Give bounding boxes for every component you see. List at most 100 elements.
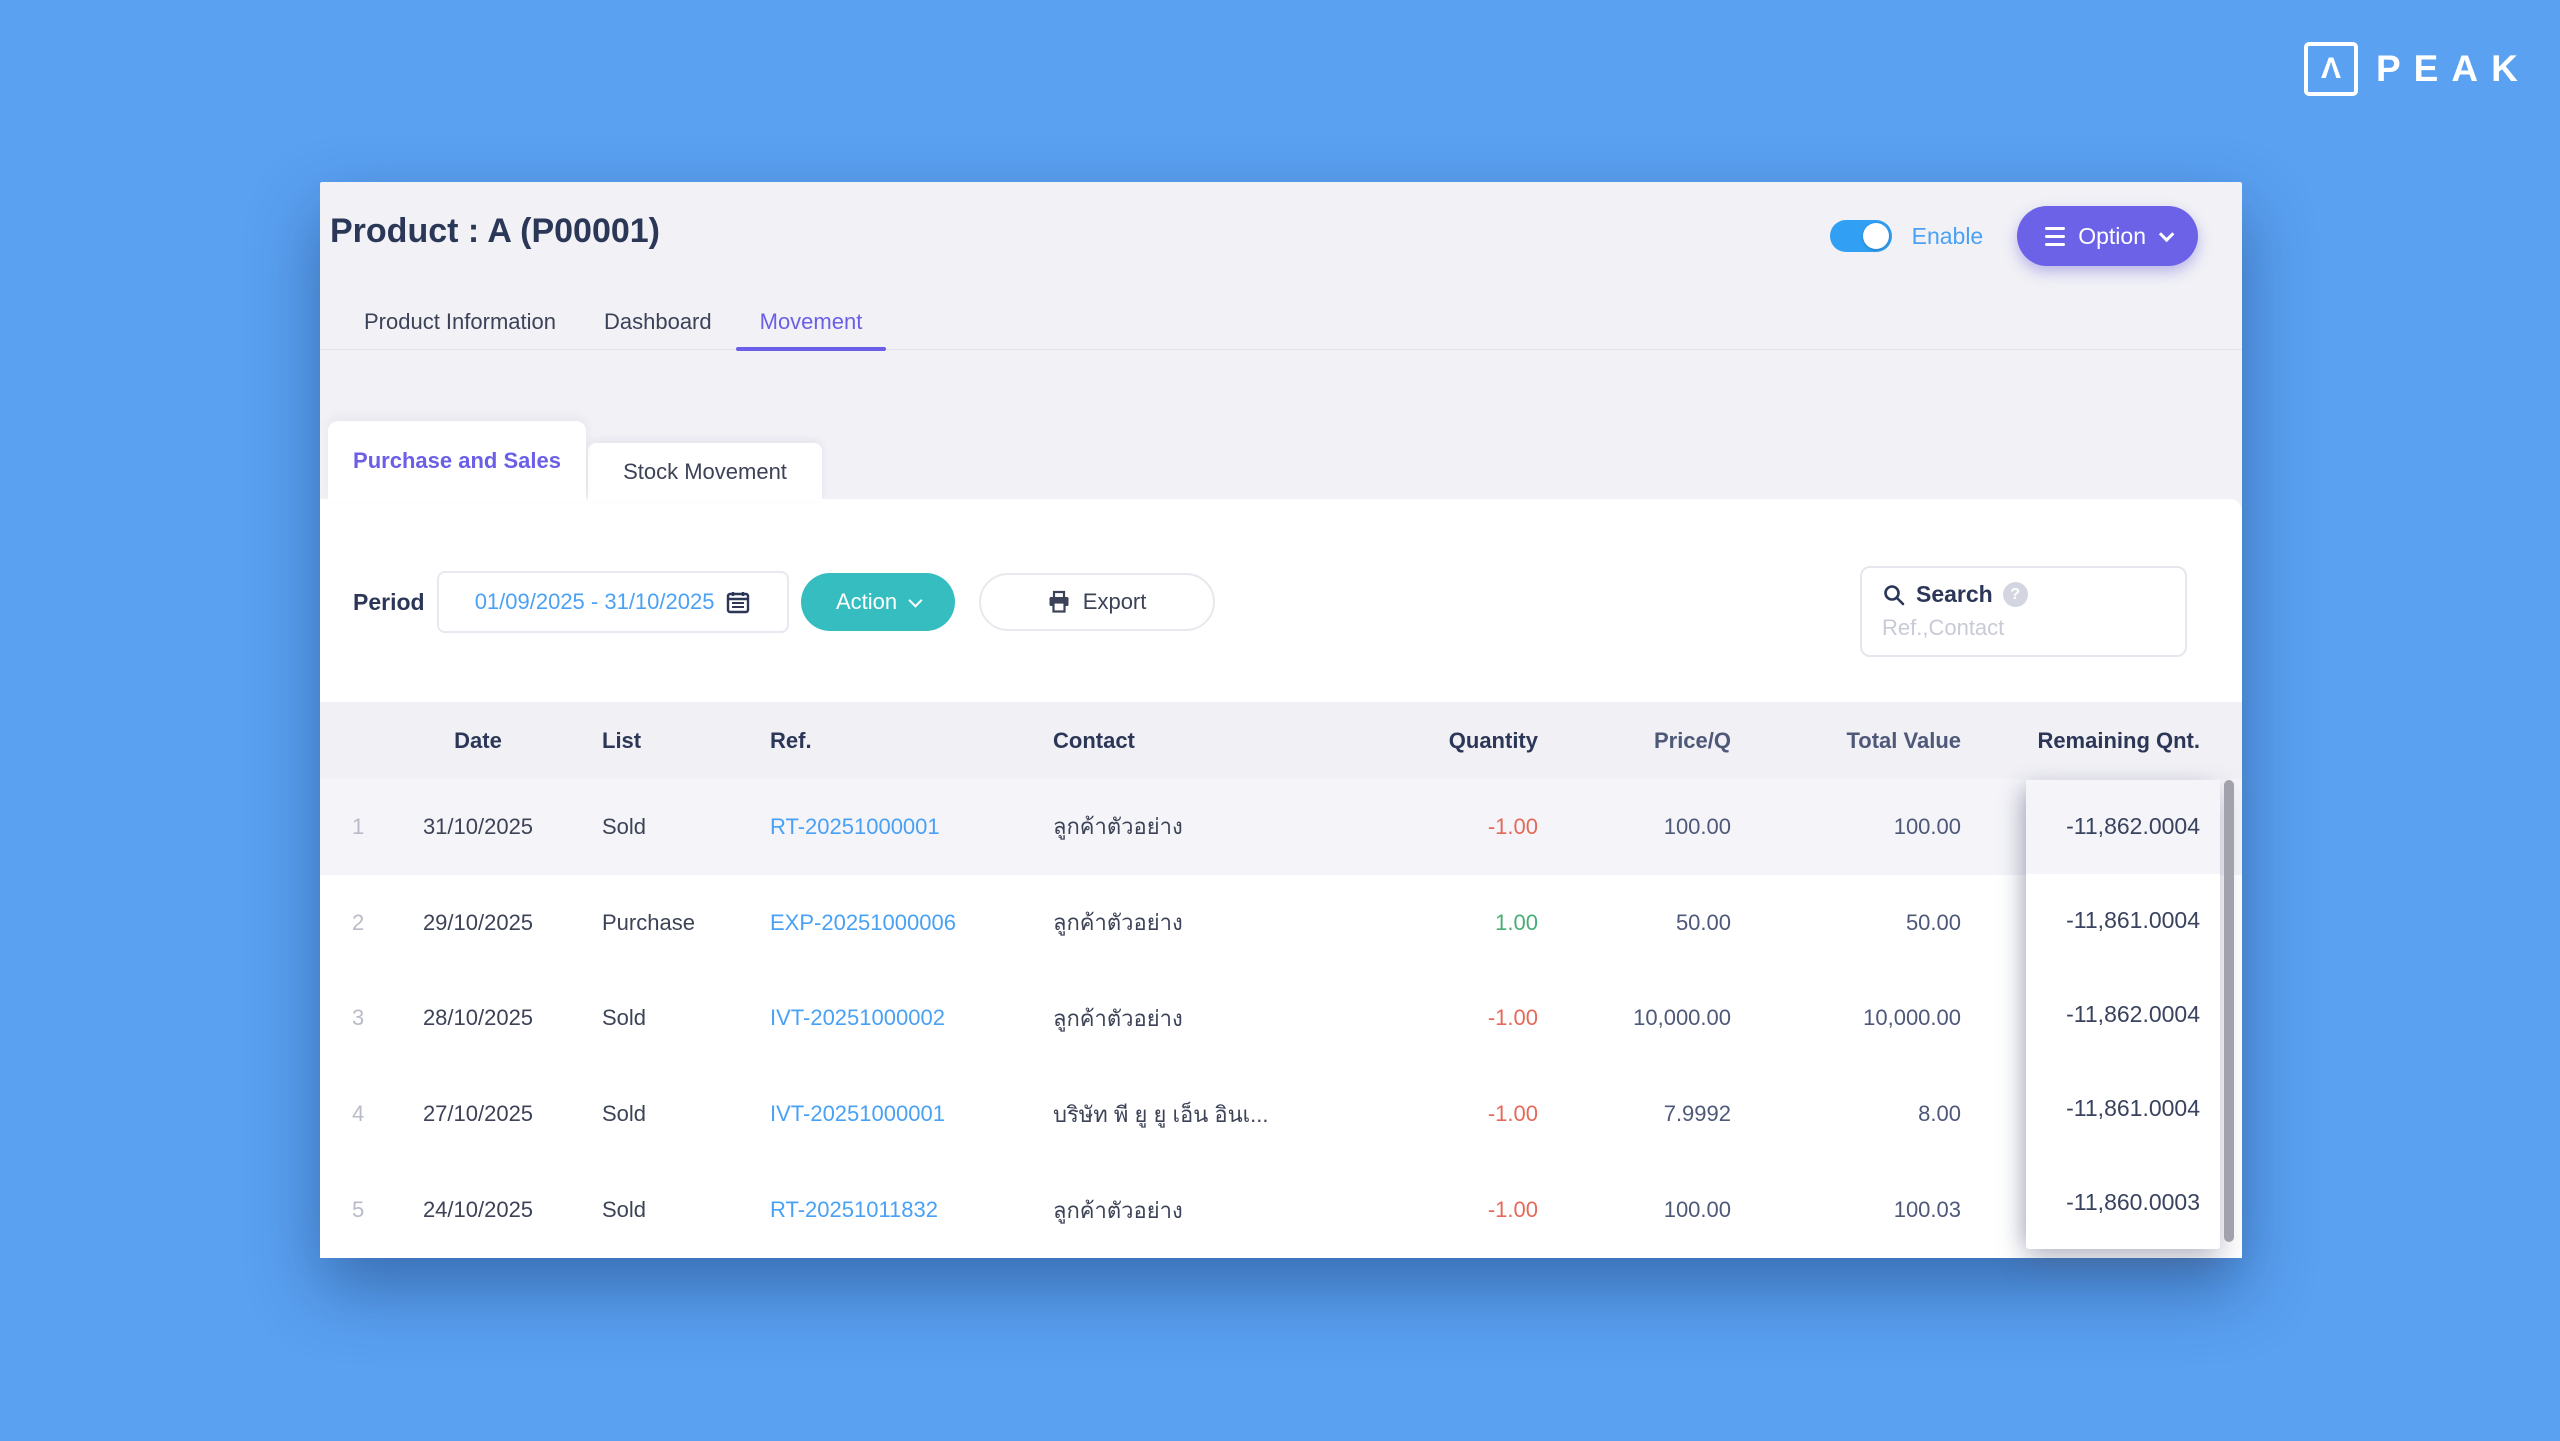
cell-ref-link[interactable]: RT-20251000001: [770, 813, 940, 839]
tab-label: Movement: [759, 309, 863, 334]
cell-remaining: -11,860.0003: [2066, 1188, 2200, 1215]
period-label: Period: [353, 588, 425, 615]
cell-contact: ลูกค้าตัวอย่าง: [1053, 814, 1183, 840]
row-number: 3: [352, 1005, 365, 1031]
subtab-purchase-and-sales[interactable]: Purchase and Sales: [328, 421, 586, 501]
row-number: 4: [352, 1101, 365, 1127]
cell-contact: ลูกค้าตัวอย่าง: [1053, 1005, 1183, 1031]
cell-contact: บริษัท พี ยู ยู เอ็น อินเ...: [1053, 1101, 1269, 1127]
export-button-label: Export: [1082, 589, 1147, 614]
cell-list: Sold: [602, 813, 647, 839]
column-header-contact: Contact: [1053, 728, 1135, 753]
cell-ref-link[interactable]: RT-20251011832: [770, 1197, 938, 1223]
cell-ref-link[interactable]: IVT-20251000001: [770, 1101, 945, 1127]
period-date-range-input[interactable]: 01/09/2025 - 31/10/2025: [436, 571, 789, 633]
purchase-sales-panel: Period 01/09/2025 - 31/10/2025 Action: [320, 499, 2242, 1258]
tab-label: Product Information: [364, 309, 556, 334]
cell-remaining: -11,861.0004: [2066, 1094, 2200, 1121]
cell-total: 100.03: [1893, 1197, 1961, 1223]
cell-total: 8.00: [1918, 1101, 1961, 1127]
remaining-quantity-column: -11,862.0004 -11,861.0004 -11,862.0004 -…: [2026, 780, 2220, 1249]
cell-contact: ลูกค้าตัวอย่าง: [1053, 1197, 1183, 1223]
printer-icon: [1049, 590, 1069, 613]
action-button[interactable]: Action: [800, 573, 955, 631]
tab-movement[interactable]: Movement: [735, 294, 887, 351]
page-title: Product : A (P00001): [330, 212, 661, 250]
table-row[interactable]: 5 24/10/2025 Sold RT-20251011832 ลูกค้าต…: [320, 1162, 2242, 1258]
action-button-label: Action: [836, 589, 898, 614]
cell-list: Sold: [602, 1197, 647, 1223]
calendar-icon: [727, 592, 750, 614]
cell-quantity: -1.00: [1487, 1197, 1538, 1223]
chevron-down-icon: [908, 593, 923, 608]
main-tabs: Product Information Dashboard Movement: [320, 294, 2242, 351]
chevron-down-icon: [2158, 226, 2175, 242]
hamburger-icon: [2045, 226, 2066, 246]
subtab-label: Purchase and Sales: [353, 448, 561, 473]
enable-label: Enable: [1911, 222, 1984, 249]
table-header: Date List Ref. Contact Quantity Price/Q …: [320, 702, 2242, 779]
cell-price: 10,000.00: [1633, 1005, 1731, 1031]
search-icon: [1884, 584, 1905, 605]
table-row[interactable]: 4 27/10/2025 Sold IVT-20251000001 บริษัท…: [320, 1066, 2242, 1162]
tab-label: Dashboard: [603, 309, 712, 334]
vertical-scrollbar[interactable]: [2224, 780, 2234, 1242]
product-card: Product : A (P00001) Enable Option Produ…: [320, 182, 2242, 1258]
table-body: 1 31/10/2025 Sold RT-20251000001 ลูกค้าต…: [320, 779, 2242, 1258]
peak-logo: Λ PEAK: [2304, 42, 2531, 96]
column-header-remaining: Remaining Qnt.: [2037, 728, 2200, 753]
cell-ref-link[interactable]: EXP-20251000006: [770, 909, 956, 935]
cell-total: 100.00: [1893, 813, 1961, 839]
column-header-price: Price/Q: [1653, 728, 1731, 753]
table-row[interactable]: 2 29/10/2025 Purchase EXP-20251000006 ลู…: [320, 875, 2242, 971]
export-button[interactable]: Export: [978, 573, 1215, 631]
column-header-total: Total Value: [1846, 728, 1961, 753]
option-button[interactable]: Option: [2017, 206, 2198, 266]
subtab-label: Stock Movement: [623, 459, 787, 484]
row-number: 1: [352, 813, 365, 839]
column-header-list: List: [602, 728, 642, 753]
cell-ref-link[interactable]: IVT-20251000002: [770, 1005, 945, 1031]
search-input[interactable]: Search ? Ref.,Contact: [1860, 566, 2187, 657]
cell-remaining: -11,862.0004: [2066, 1000, 2200, 1027]
cell-price: 100.00: [1663, 813, 1731, 839]
toggle-knob: [1862, 223, 1889, 249]
column-header-quantity: Quantity: [1448, 728, 1538, 753]
subtab-stock-movement[interactable]: Stock Movement: [588, 443, 822, 501]
row-number: 5: [352, 1197, 365, 1223]
column-header-ref: Ref.: [770, 728, 812, 753]
logo-mark-glyph: Λ: [2320, 52, 2341, 85]
cell-quantity: 1.00: [1495, 909, 1538, 935]
enable-toggle[interactable]: [1829, 220, 1892, 252]
tab-dashboard[interactable]: Dashboard: [580, 294, 736, 349]
cell-quantity: -1.00: [1487, 1005, 1538, 1031]
table-row[interactable]: 1 31/10/2025 Sold RT-20251000001 ลูกค้าต…: [320, 779, 2242, 875]
cell-remaining: -11,862.0004: [2026, 780, 2220, 874]
period-date-value: 01/09/2025 - 31/10/2025: [474, 589, 715, 614]
cell-date: 31/10/2025: [422, 813, 534, 839]
cell-total: 10,000.00: [1863, 1005, 1961, 1031]
tab-product-information[interactable]: Product Information: [340, 294, 580, 349]
header-controls: Enable Option: [1829, 206, 2198, 266]
cell-date: 29/10/2025: [422, 909, 534, 935]
cell-list: Sold: [602, 1101, 647, 1127]
cell-contact: ลูกค้าตัวอย่าง: [1053, 910, 1183, 936]
peak-logo-icon: Λ: [2304, 42, 2358, 96]
toolbar: Period 01/09/2025 - 31/10/2025 Action: [353, 571, 1215, 633]
cell-price: 100.00: [1663, 1197, 1731, 1223]
search-header: Search ?: [1882, 581, 2185, 608]
help-icon[interactable]: ?: [2002, 582, 2028, 607]
cell-list: Purchase: [602, 909, 695, 935]
search-placeholder: Ref.,Contact: [1882, 615, 2005, 640]
cell-remaining: -11,861.0004: [2066, 907, 2200, 934]
cell-total: 50.00: [1905, 909, 1961, 935]
table-row[interactable]: 3 28/10/2025 Sold IVT-20251000002 ลูกค้า…: [320, 971, 2242, 1067]
logo-text: PEAK: [2376, 48, 2531, 89]
cell-quantity: -1.00: [1487, 1101, 1538, 1127]
search-label: Search: [1916, 581, 1993, 607]
cell-quantity: -1.00: [1487, 813, 1538, 839]
column-header-date: Date: [454, 728, 502, 753]
cell-list: Sold: [602, 1005, 647, 1031]
cell-date: 24/10/2025: [422, 1197, 534, 1223]
cell-date: 27/10/2025: [422, 1101, 534, 1127]
